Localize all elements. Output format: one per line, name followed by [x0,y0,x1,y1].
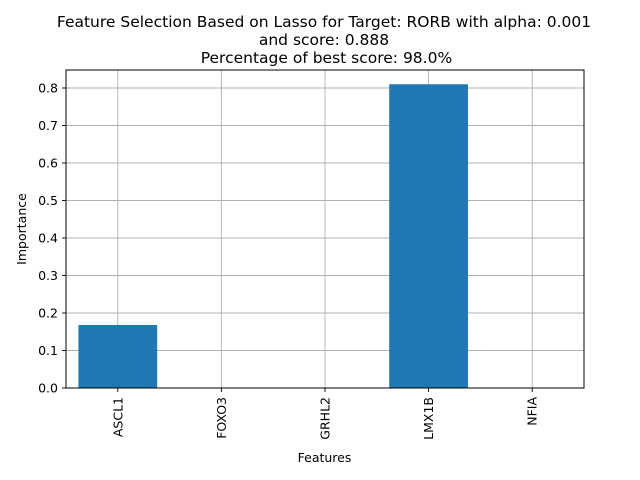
y-tick-label: 0.5 [38,193,58,208]
x-tick-label: FOXO3 [214,397,229,439]
y-tick-label: 0.6 [38,156,58,171]
y-tick-label: 0.0 [38,381,58,396]
y-axis-ticks: 0.0 0.1 0.2 0.3 0.4 0.5 0.6 0.7 0.8 [38,81,66,396]
y-tick-label: 0.2 [38,306,58,321]
bars [78,84,468,388]
y-axis-label: Importance [14,193,29,265]
x-axis-ticks: ASCL1 FOXO3 GRHL2 LMX1B NFIA [110,388,540,440]
y-tick-label: 0.4 [38,231,58,246]
y-tick-label: 0.1 [38,343,58,358]
x-tick-label: LMX1B [421,397,436,440]
y-tick-label: 0.3 [38,268,58,283]
y-tick-label: 0.8 [38,81,58,96]
chart-title: Feature Selection Based on Lasso for Tar… [57,13,591,67]
y-tick-label: 0.7 [38,118,58,133]
chart-title-line-3: Percentage of best score: 98.0% [196,49,452,67]
chart-title-line-2: and score: 0.888 [259,31,389,49]
x-tick-label: NFIA [525,397,540,426]
bar-lmx1b [389,84,468,388]
x-tick-label: ASCL1 [110,397,125,437]
bar-ascl1 [78,325,158,388]
x-axis-label: Features [298,450,352,465]
chart-title-line-1: Feature Selection Based on Lasso for Tar… [57,13,591,31]
x-tick-label: GRHL2 [318,397,333,440]
